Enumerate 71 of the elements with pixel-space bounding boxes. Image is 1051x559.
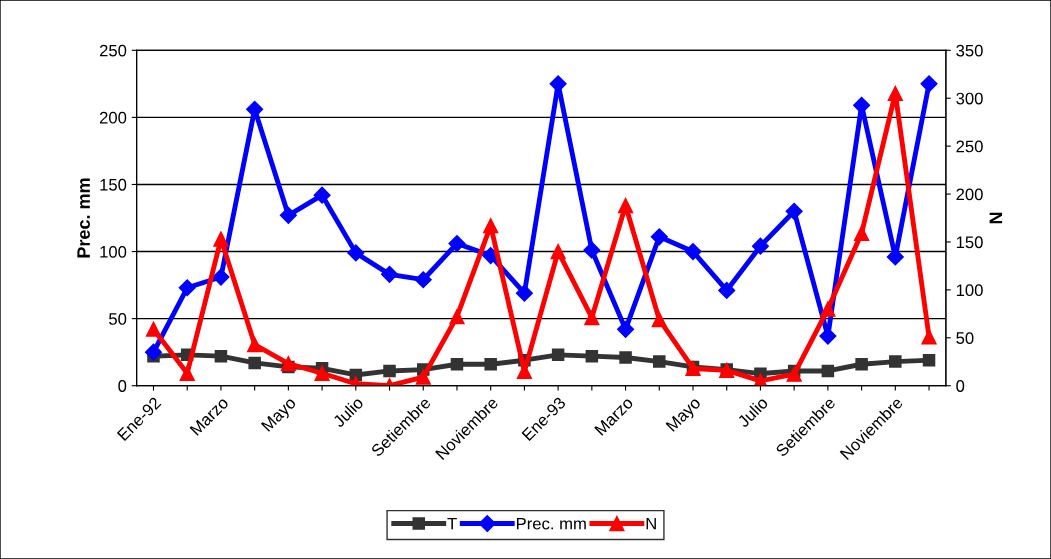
y2-tick-label: 50 — [956, 332, 974, 344]
point — [380, 265, 399, 283]
point — [653, 355, 666, 368]
point — [145, 321, 162, 337]
point — [515, 284, 533, 302]
point — [619, 351, 632, 364]
point — [922, 353, 936, 367]
x-tick-label: Julio — [736, 395, 769, 429]
point — [347, 244, 365, 262]
point — [550, 243, 566, 260]
point — [920, 75, 938, 93]
y-tick-label: 0 — [118, 380, 127, 392]
point — [821, 364, 835, 378]
point — [718, 281, 736, 300]
point — [383, 364, 396, 378]
point — [785, 202, 803, 220]
y2-tick-label: 0 — [956, 380, 965, 392]
point — [212, 268, 230, 286]
y-axis-title: Prec. mm — [77, 178, 90, 258]
point — [650, 228, 668, 246]
y2-tick-label: 200 — [956, 188, 983, 201]
y2-tick-label: 250 — [956, 140, 983, 153]
y-tick-label: 200 — [99, 111, 127, 124]
point — [213, 231, 229, 247]
point — [887, 85, 903, 102]
legend-label: Prec. mm — [516, 517, 586, 530]
point — [820, 301, 836, 317]
y2-tick-label: 100 — [956, 284, 983, 297]
point — [853, 96, 871, 114]
point — [921, 329, 937, 345]
point — [280, 356, 297, 372]
point — [178, 279, 196, 297]
y2-axis-title: N — [989, 212, 1003, 224]
y-tick-label: 50 — [109, 313, 127, 325]
point — [313, 186, 331, 204]
point — [651, 311, 667, 328]
point — [584, 310, 600, 326]
point — [179, 365, 195, 381]
point — [279, 206, 297, 224]
point — [551, 348, 565, 362]
legend-label: T — [447, 517, 457, 530]
y2-tick-label: 350 — [956, 44, 983, 57]
point — [751, 237, 769, 255]
point — [144, 343, 163, 361]
point — [448, 234, 466, 253]
y2-tick-label: 300 — [956, 92, 983, 105]
point — [617, 320, 635, 338]
y2-tick-label: 150 — [956, 236, 983, 249]
point — [583, 241, 601, 259]
legend-label: N — [646, 517, 656, 530]
point — [414, 271, 432, 289]
point — [314, 365, 330, 381]
y-tick-label: 250 — [99, 44, 127, 57]
point — [484, 357, 497, 371]
point — [449, 309, 465, 325]
point — [617, 197, 634, 214]
point — [450, 357, 464, 371]
point — [214, 349, 228, 363]
point — [248, 356, 261, 370]
point — [855, 357, 868, 371]
point — [684, 242, 702, 261]
point — [483, 218, 499, 234]
point — [247, 336, 263, 353]
point — [415, 369, 431, 385]
point — [786, 366, 802, 382]
point — [889, 355, 902, 368]
point — [853, 225, 870, 241]
x-tick-label: Julio — [331, 395, 364, 429]
y-tick-label: 100 — [100, 245, 127, 258]
y-tick-label: 150 — [100, 178, 127, 191]
point — [585, 349, 599, 363]
